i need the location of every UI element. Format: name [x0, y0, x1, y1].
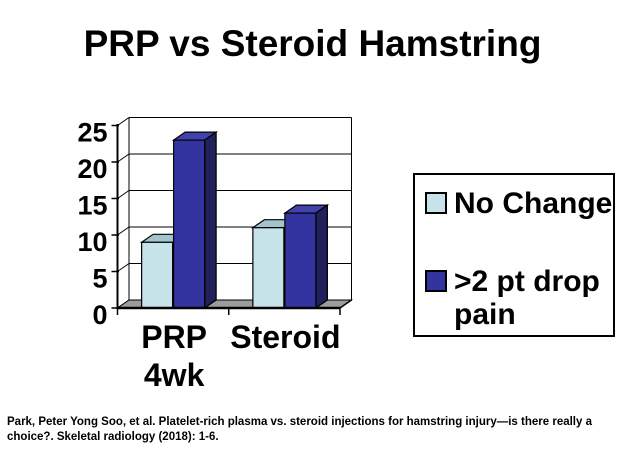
legend-swatch-pt-drop-pain: [425, 270, 447, 292]
legend-swatch-no-change: [425, 192, 447, 214]
y-tick-label: 5: [92, 264, 107, 294]
y-tick-label: 25: [77, 118, 107, 148]
legend-label-no-change: No Change: [454, 187, 613, 220]
x-category-label: Steroid: [230, 319, 340, 355]
y-tick-label: 20: [77, 154, 107, 184]
x-category-label: PRP: [141, 319, 207, 355]
bar-side-face-steroid: [315, 203, 328, 310]
bar-prp-4wk-series-1: [173, 139, 206, 309]
legend-label-pt-drop-pain: >2 pt drop pain: [454, 265, 600, 331]
bar-steroid-series-0: [252, 227, 285, 309]
gridline-depth-connector: [117, 153, 130, 163]
y-tick-label: 0: [92, 300, 107, 330]
gridline-depth-connector: [117, 226, 130, 236]
legend-entry-pt-drop-pain: >2 pt drop pain: [425, 265, 614, 331]
bar-side-face-prp-4wk: [204, 130, 217, 310]
y-tick-label: 15: [77, 191, 107, 221]
chart-title: PRP vs Steroid Hamstring: [83, 23, 542, 64]
gridline-depth-connector: [117, 263, 130, 272]
chart-legend: No Change >2 pt drop pain: [413, 173, 615, 337]
gridline-depth-connector: [117, 117, 130, 126]
bar-prp-4wk-series-0: [141, 241, 174, 309]
y-tick-label: 10: [77, 227, 107, 257]
bar-steroid-series-1: [284, 212, 317, 309]
legend-entry-no-change: No Change: [425, 187, 614, 220]
gridline-depth-connector: [117, 190, 130, 199]
floor-right-edge: [339, 299, 352, 309]
x-category-label: 4wk: [144, 357, 205, 393]
citation-text: Park, Peter Yong Soo, et al. Platelet-ri…: [7, 416, 592, 443]
